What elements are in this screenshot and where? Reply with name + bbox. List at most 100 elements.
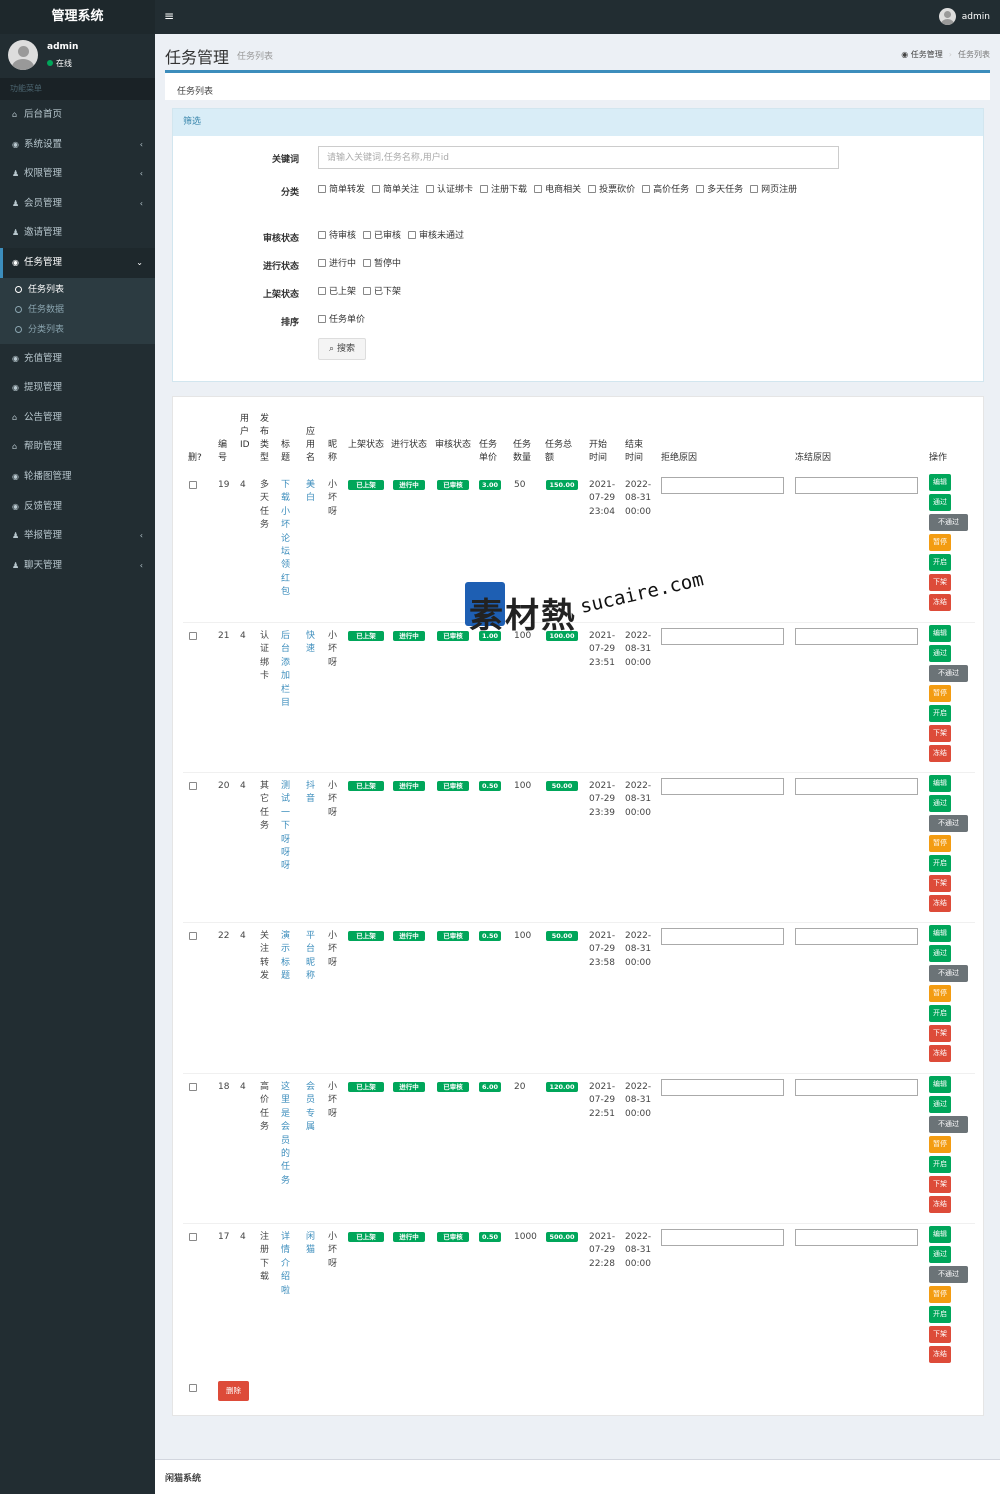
action-button-4[interactable]: 开启 xyxy=(929,855,951,872)
action-button-5[interactable]: 下架 xyxy=(929,875,951,892)
user-menu[interactable]: admin xyxy=(938,8,990,26)
action-button-0[interactable]: 编辑 xyxy=(929,925,951,942)
checkbox[interactable] xyxy=(363,231,372,239)
action-button-2[interactable]: 不通过 xyxy=(929,1116,968,1133)
row-select-checkbox[interactable] xyxy=(189,1233,197,1241)
action-button-2[interactable]: 不通过 xyxy=(929,815,968,832)
sidebar-item[interactable]: ⌂ 帮助管理 xyxy=(0,432,155,462)
action-button-3[interactable]: 暂停 xyxy=(929,685,951,702)
action-button-4[interactable]: 开启 xyxy=(929,554,951,571)
action-button-6[interactable]: 冻结 xyxy=(929,745,951,762)
breadcrumb-item[interactable]: 任务管理 xyxy=(910,50,943,59)
review-option[interactable]: 审核未通过 xyxy=(408,227,464,245)
freeze-reason-input[interactable] xyxy=(795,1229,918,1246)
action-button-6[interactable]: 冻结 xyxy=(929,1196,951,1213)
action-button-5[interactable]: 下架 xyxy=(929,574,951,591)
progress-option[interactable]: 进行中 xyxy=(318,255,356,273)
action-button-4[interactable]: 开启 xyxy=(929,705,951,722)
task-title[interactable]: 下载小坏论坛领红包 xyxy=(281,480,291,598)
checkbox[interactable] xyxy=(318,287,326,295)
sidebar-item[interactable]: ♟ 举报管理 ‹ xyxy=(0,521,155,551)
action-button-1[interactable]: 通过 xyxy=(929,645,951,662)
category-option[interactable]: 投票砍价 xyxy=(588,181,635,199)
sidebar-item[interactable]: ⌂ 公告管理 xyxy=(0,403,155,433)
sidebar-item[interactable]: ◉ 系统设置 ‹ xyxy=(0,130,155,160)
checkbox[interactable] xyxy=(642,185,651,193)
checkbox[interactable] xyxy=(318,185,326,193)
sidebar-item[interactable]: ◉ 充值管理 xyxy=(0,344,155,374)
bulk-delete-button[interactable]: 删除 xyxy=(218,1381,249,1401)
sidebar-item[interactable]: ◉ 反馈管理 xyxy=(0,492,155,522)
action-button-6[interactable]: 冻结 xyxy=(929,594,951,611)
search-button[interactable]: ⌕ 搜索 xyxy=(318,338,366,360)
row-select-checkbox[interactable] xyxy=(189,1083,197,1091)
checkbox[interactable] xyxy=(363,259,372,267)
action-button-2[interactable]: 不通过 xyxy=(929,965,968,982)
freeze-reason-input[interactable] xyxy=(795,1079,918,1096)
checkbox[interactable] xyxy=(426,185,435,193)
action-button-2[interactable]: 不通过 xyxy=(929,1266,968,1283)
action-button-0[interactable]: 编辑 xyxy=(929,775,951,792)
category-option[interactable]: 简单转发 xyxy=(318,181,365,199)
action-button-3[interactable]: 暂停 xyxy=(929,534,951,551)
category-option[interactable]: 认证绑卡 xyxy=(426,181,473,199)
row-select-checkbox[interactable] xyxy=(189,782,197,790)
action-button-1[interactable]: 通过 xyxy=(929,1096,951,1113)
checkbox[interactable] xyxy=(318,259,326,267)
shelf-option[interactable]: 已上架 xyxy=(318,283,356,301)
sidebar-item[interactable]: ◉ 轮播图管理 xyxy=(0,462,155,492)
task-title[interactable]: 后台添加栏目 xyxy=(281,631,291,709)
action-button-2[interactable]: 不通过 xyxy=(929,665,968,682)
menu-toggle-icon[interactable]: ≡ xyxy=(164,9,175,23)
checkbox[interactable] xyxy=(588,185,597,193)
action-button-1[interactable]: 通过 xyxy=(929,494,951,511)
reject-reason-input[interactable] xyxy=(661,628,784,645)
sidebar-item[interactable]: ⌂ 后台首页 xyxy=(0,100,155,130)
reject-reason-input[interactable] xyxy=(661,1079,784,1096)
freeze-reason-input[interactable] xyxy=(795,477,918,494)
checkbox[interactable] xyxy=(363,287,372,295)
action-button-3[interactable]: 暂停 xyxy=(929,985,951,1002)
keyword-search-input[interactable] xyxy=(318,146,839,169)
task-title[interactable]: 详情介绍啦 xyxy=(281,1232,291,1296)
action-button-2[interactable]: 不通过 xyxy=(929,514,968,531)
brand-logo[interactable]: 管理系统 xyxy=(0,0,155,34)
action-button-0[interactable]: 编辑 xyxy=(929,625,951,642)
category-option[interactable]: 多天任务 xyxy=(696,181,743,199)
checkbox[interactable] xyxy=(408,231,417,239)
category-option[interactable]: 注册下载 xyxy=(480,181,527,199)
sort-option[interactable]: 任务单价 xyxy=(318,311,365,329)
action-button-1[interactable]: 通过 xyxy=(929,1246,951,1263)
action-button-1[interactable]: 通过 xyxy=(929,945,951,962)
action-button-0[interactable]: 编辑 xyxy=(929,1226,951,1243)
freeze-reason-input[interactable] xyxy=(795,928,918,945)
checkbox[interactable] xyxy=(318,315,326,323)
checkbox[interactable] xyxy=(480,185,489,193)
action-button-4[interactable]: 开启 xyxy=(929,1156,951,1173)
category-option[interactable]: 网页注册 xyxy=(750,181,797,199)
action-button-0[interactable]: 编辑 xyxy=(929,1076,951,1093)
category-option[interactable]: 电商相关 xyxy=(534,181,581,199)
sidebar-item[interactable]: ♟ 权限管理 ‹ xyxy=(0,159,155,189)
row-select-checkbox[interactable] xyxy=(189,632,197,640)
sidebar-item[interactable]: ♟ 聊天管理 ‹ xyxy=(0,551,155,581)
submenu-item[interactable]: 分类列表 xyxy=(0,320,155,340)
checkbox[interactable] xyxy=(696,185,705,193)
action-button-0[interactable]: 编辑 xyxy=(929,474,951,491)
submenu-item[interactable]: 任务数据 xyxy=(0,300,155,320)
checkbox[interactable] xyxy=(372,185,381,193)
action-button-3[interactable]: 暂停 xyxy=(929,1286,951,1303)
action-button-6[interactable]: 冻结 xyxy=(929,1045,951,1062)
reject-reason-input[interactable] xyxy=(661,778,784,795)
sidebar-item[interactable]: ♟ 会员管理 ‹ xyxy=(0,189,155,219)
freeze-reason-input[interactable] xyxy=(795,628,918,645)
review-option[interactable]: 待审核 xyxy=(318,227,356,245)
sidebar-item[interactable]: ◉ 提现管理 xyxy=(0,373,155,403)
reject-reason-input[interactable] xyxy=(661,928,784,945)
submenu-item[interactable]: 任务列表 xyxy=(0,280,155,300)
checkbox[interactable] xyxy=(750,185,759,193)
task-title[interactable]: 演示标题 xyxy=(281,931,291,982)
sidebar-item[interactable]: ♟ 邀请管理 xyxy=(0,218,155,248)
category-option[interactable]: 高价任务 xyxy=(642,181,689,199)
reject-reason-input[interactable] xyxy=(661,1229,784,1246)
